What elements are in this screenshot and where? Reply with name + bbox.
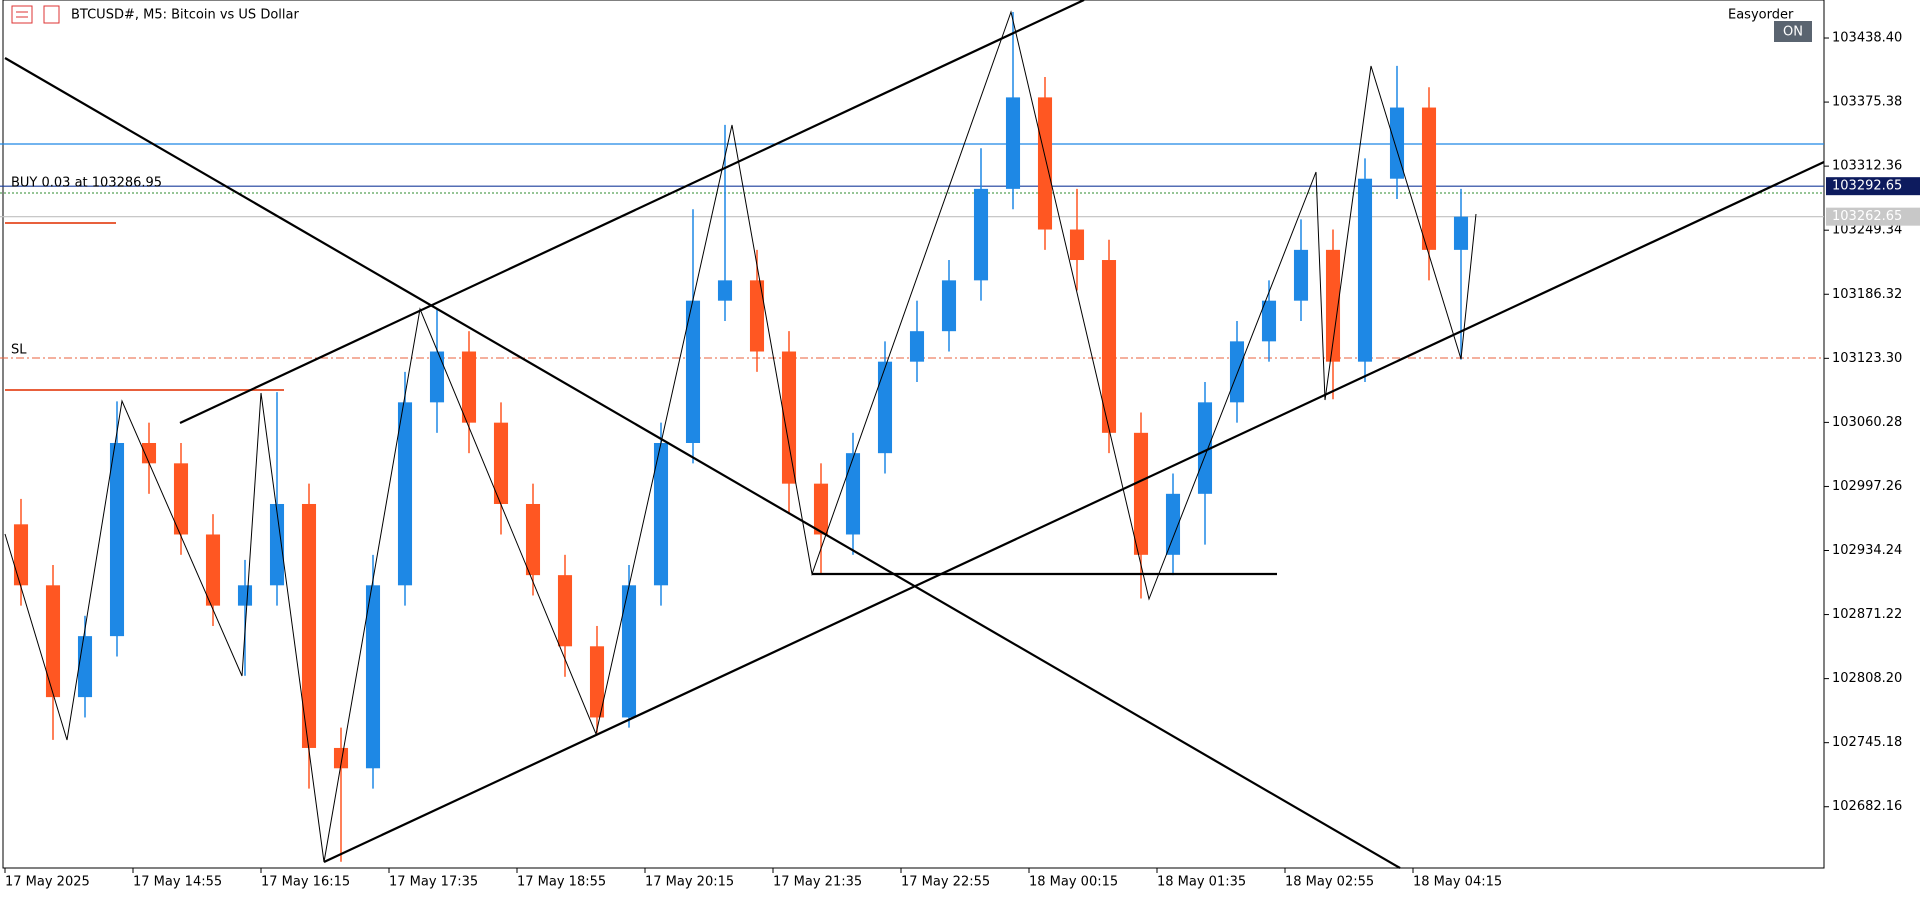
x-tick-label: 17 May 2025: [5, 875, 90, 890]
x-tick-label: 17 May 16:15: [261, 875, 350, 890]
candle-body: [845, 453, 861, 535]
candle-body: [589, 646, 605, 718]
channel-upper: [179, 0, 1085, 424]
candle-body: [1421, 107, 1437, 250]
x-tick-label: 17 May 20:15: [645, 875, 734, 890]
y-tick-label: 102997.26: [1832, 479, 1902, 494]
candle-body: [1165, 493, 1181, 555]
price-tag: [1826, 207, 1920, 226]
candle-body: [973, 188, 989, 281]
y-tick-label: 103060.28: [1832, 415, 1902, 430]
candle-body: [1293, 249, 1309, 301]
toggle-button[interactable]: [1774, 21, 1812, 42]
x-tick-label: 17 May 21:35: [773, 875, 862, 890]
candle-body: [1325, 249, 1341, 362]
panel-label: Easyorder: [1728, 8, 1794, 23]
candle-body: [877, 361, 893, 454]
x-tick-label: 17 May 14:55: [133, 875, 222, 890]
x-tick-label: 17 May 22:55: [901, 875, 990, 890]
candle-body: [429, 351, 445, 403]
candle-body: [397, 402, 413, 586]
candle-body: [909, 331, 925, 362]
candle-body: [301, 503, 317, 748]
plot-frame: [2, 0, 1825, 869]
y-tick-label: 103123.30: [1832, 351, 1902, 366]
x-tick-label: 18 May 04:15: [1413, 875, 1502, 890]
x-tick-label: 18 May 02:55: [1285, 875, 1374, 890]
price-tag: [1826, 177, 1920, 196]
candle-body: [237, 585, 253, 606]
channel-lower: [323, 161, 1825, 863]
y-tick-label: 103375.38: [1832, 95, 1902, 110]
candle-body: [205, 534, 221, 606]
downtrend-line: [4, 57, 1401, 869]
candle-body: [1101, 260, 1117, 433]
candle-body: [1357, 178, 1373, 362]
candle-body: [141, 442, 157, 464]
y-tick-label: 102808.20: [1832, 671, 1902, 686]
price-tag-label: 103262.65: [1832, 209, 1902, 224]
order-label: BUY 0.03 at 103286.95: [11, 176, 162, 191]
toggle-label: ON: [1783, 25, 1803, 40]
candle-body: [365, 585, 381, 769]
candle-body: [653, 442, 669, 586]
y-tick-label: 103186.32: [1832, 287, 1902, 302]
candle-body: [1261, 300, 1277, 342]
candle-body: [333, 747, 349, 769]
candle-body: [557, 575, 573, 647]
y-tick-label: 102934.24: [1832, 543, 1902, 558]
candle-body: [109, 442, 125, 637]
candle-body: [1005, 97, 1021, 189]
sl-label: SL: [11, 343, 27, 358]
candle-body: [1037, 97, 1053, 230]
candle-body: [813, 483, 829, 535]
candle-body: [13, 524, 29, 586]
candle-body: [493, 422, 509, 504]
x-tick-label: 17 May 18:55: [517, 875, 606, 890]
candle-body: [685, 300, 701, 443]
candle-body: [461, 351, 477, 423]
candle-body: [525, 503, 541, 576]
candle-body: [781, 351, 797, 484]
candle-body: [269, 503, 285, 586]
zigzag: [4, 10, 1477, 863]
chart-title: BTCUSD#, M5: Bitcoin vs US Dollar: [71, 8, 299, 23]
candle-body: [1453, 216, 1469, 250]
trend-lines: [4, 0, 1825, 869]
y-tick-label: 102745.18: [1832, 735, 1902, 750]
candle-body: [77, 636, 93, 698]
candle-body: [173, 463, 189, 535]
symbol-icon[interactable]: [43, 5, 60, 24]
x-tick-label: 18 May 00:15: [1029, 875, 1118, 890]
candle-body: [621, 585, 637, 718]
y-tick-label: 102871.22: [1832, 607, 1902, 622]
candle-body: [749, 280, 765, 352]
x-tick-label: 18 May 01:35: [1157, 875, 1246, 890]
candle-body: [1229, 341, 1245, 403]
menu-icon[interactable]: [11, 5, 33, 24]
y-tick-label: 103249.34: [1832, 223, 1902, 238]
price-tag-label: 103292.65: [1832, 179, 1902, 194]
y-tick-label: 103312.36: [1832, 159, 1902, 174]
y-tick-label: 102682.16: [1832, 799, 1902, 814]
x-tick-label: 17 May 17:35: [389, 875, 478, 890]
candle-body: [1069, 229, 1085, 261]
candle-body: [1197, 402, 1213, 494]
candle-body: [45, 585, 61, 698]
candle-body: [717, 280, 733, 301]
candle-body: [941, 280, 957, 332]
candle-body: [1133, 432, 1149, 555]
y-tick-label: 103438.40: [1832, 31, 1902, 46]
